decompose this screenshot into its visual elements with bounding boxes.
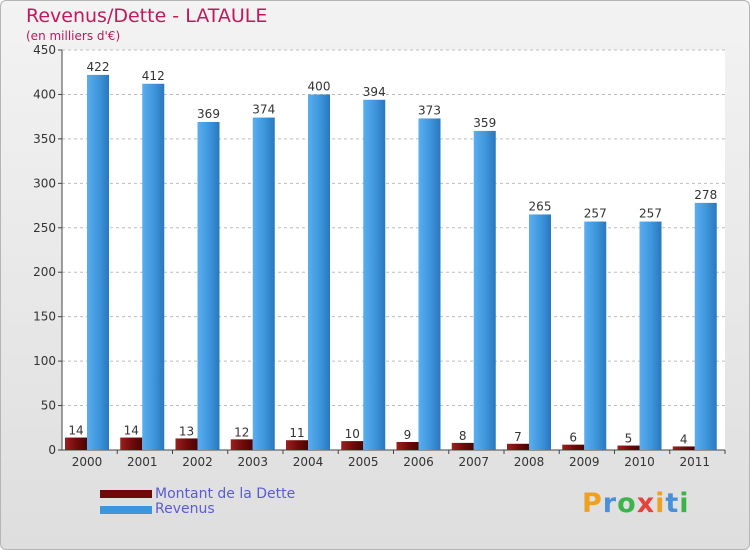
bar-dette bbox=[65, 437, 87, 450]
bar-dette bbox=[507, 443, 529, 450]
y-tick-label: 150 bbox=[33, 310, 56, 324]
bar-revenus bbox=[252, 117, 275, 451]
bar-dette bbox=[396, 442, 419, 450]
x-tick-label: 2001 bbox=[127, 455, 158, 469]
data-label-dette: 14 bbox=[68, 424, 83, 438]
legend-swatch-dette bbox=[100, 490, 152, 498]
chart-subtitle: (en milliers d'€) bbox=[26, 29, 121, 43]
bar-revenus bbox=[142, 83, 165, 451]
bar-dette bbox=[286, 440, 308, 450]
data-label-dette: 14 bbox=[124, 424, 139, 438]
bar-dette bbox=[617, 445, 640, 450]
bar-revenus bbox=[308, 94, 330, 450]
bar-dette bbox=[341, 441, 364, 450]
legend-label-dette: Montant de la Dette bbox=[155, 486, 296, 502]
y-tick-label: 250 bbox=[33, 221, 56, 235]
logo-letter: i bbox=[655, 488, 666, 519]
x-tick-label: 2000 bbox=[72, 455, 103, 469]
data-label-revenus: 359 bbox=[473, 116, 496, 130]
data-label-dette: 13 bbox=[179, 424, 194, 438]
x-tick-label: 2007 bbox=[458, 455, 489, 469]
data-label-revenus: 278 bbox=[694, 188, 717, 202]
x-tick-label: 2004 bbox=[293, 455, 324, 469]
bar-revenus bbox=[363, 99, 386, 451]
y-tick-label: 50 bbox=[41, 399, 56, 413]
bar-revenus bbox=[473, 130, 496, 450]
data-label-dette: 10 bbox=[345, 427, 360, 441]
logo-letter: x bbox=[636, 488, 656, 519]
bar-revenus bbox=[87, 74, 109, 450]
x-tick-label: 2009 bbox=[569, 455, 600, 469]
chart-title: Revenus/Dette - LATAULE bbox=[26, 5, 268, 27]
bar-revenus bbox=[639, 221, 662, 450]
logo-letter: t bbox=[665, 488, 680, 519]
x-tick-label: 2002 bbox=[182, 455, 213, 469]
data-label-revenus: 369 bbox=[197, 107, 220, 121]
logo-letter: i bbox=[679, 488, 690, 519]
bar-dette bbox=[562, 444, 585, 450]
x-tick-label: 2006 bbox=[403, 455, 434, 469]
data-label-revenus: 400 bbox=[308, 79, 331, 93]
y-tick-label: 300 bbox=[33, 176, 56, 190]
bar-revenus bbox=[418, 118, 441, 450]
data-label-dette: 4 bbox=[680, 432, 688, 446]
data-label-revenus: 257 bbox=[584, 207, 607, 221]
data-label-dette: 7 bbox=[514, 430, 522, 444]
x-tick-label: 2005 bbox=[348, 455, 379, 469]
y-tick-label: 350 bbox=[33, 132, 56, 146]
bar-revenus bbox=[694, 202, 717, 450]
y-tick-label: 0 bbox=[48, 443, 56, 457]
x-tick-label: 2010 bbox=[624, 455, 655, 469]
legend-label-revenus: Revenus bbox=[155, 501, 215, 517]
data-label-dette: 11 bbox=[289, 426, 304, 440]
data-label-dette: 6 bbox=[569, 431, 577, 445]
data-label-revenus: 374 bbox=[252, 103, 275, 117]
data-label-revenus: 257 bbox=[639, 207, 662, 221]
bar-revenus bbox=[197, 122, 220, 450]
y-tick-label: 450 bbox=[33, 43, 56, 57]
y-tick-label: 100 bbox=[33, 354, 56, 368]
y-tick-label: 200 bbox=[33, 265, 56, 279]
data-label-dette: 8 bbox=[459, 429, 467, 443]
logo-letter: o bbox=[617, 488, 637, 519]
data-label-dette: 9 bbox=[404, 428, 412, 442]
data-label-dette: 12 bbox=[234, 425, 249, 439]
bar-dette bbox=[672, 446, 695, 450]
legend-swatch-revenus bbox=[100, 506, 152, 514]
logo-letter: r bbox=[602, 488, 618, 519]
x-tick-label: 2011 bbox=[679, 455, 710, 469]
proxiti-logo: Proxiti bbox=[582, 488, 690, 519]
data-label-revenus: 265 bbox=[529, 199, 552, 213]
data-label-revenus: 412 bbox=[142, 69, 165, 83]
plot-area bbox=[62, 50, 725, 450]
data-label-revenus: 394 bbox=[363, 85, 386, 99]
data-label-dette: 5 bbox=[625, 432, 633, 446]
data-label-revenus: 373 bbox=[418, 103, 441, 117]
bar-dette bbox=[175, 438, 198, 450]
bar-dette bbox=[120, 437, 143, 450]
data-label-revenus: 422 bbox=[87, 60, 110, 74]
bar-revenus bbox=[584, 221, 607, 450]
logo-letter: P bbox=[582, 488, 603, 519]
y-tick-label: 400 bbox=[33, 87, 56, 101]
bar-revenus bbox=[529, 214, 551, 450]
x-tick-label: 2003 bbox=[237, 455, 268, 469]
bar-dette bbox=[451, 442, 474, 450]
x-tick-label: 2008 bbox=[514, 455, 545, 469]
bar-dette bbox=[230, 439, 253, 450]
